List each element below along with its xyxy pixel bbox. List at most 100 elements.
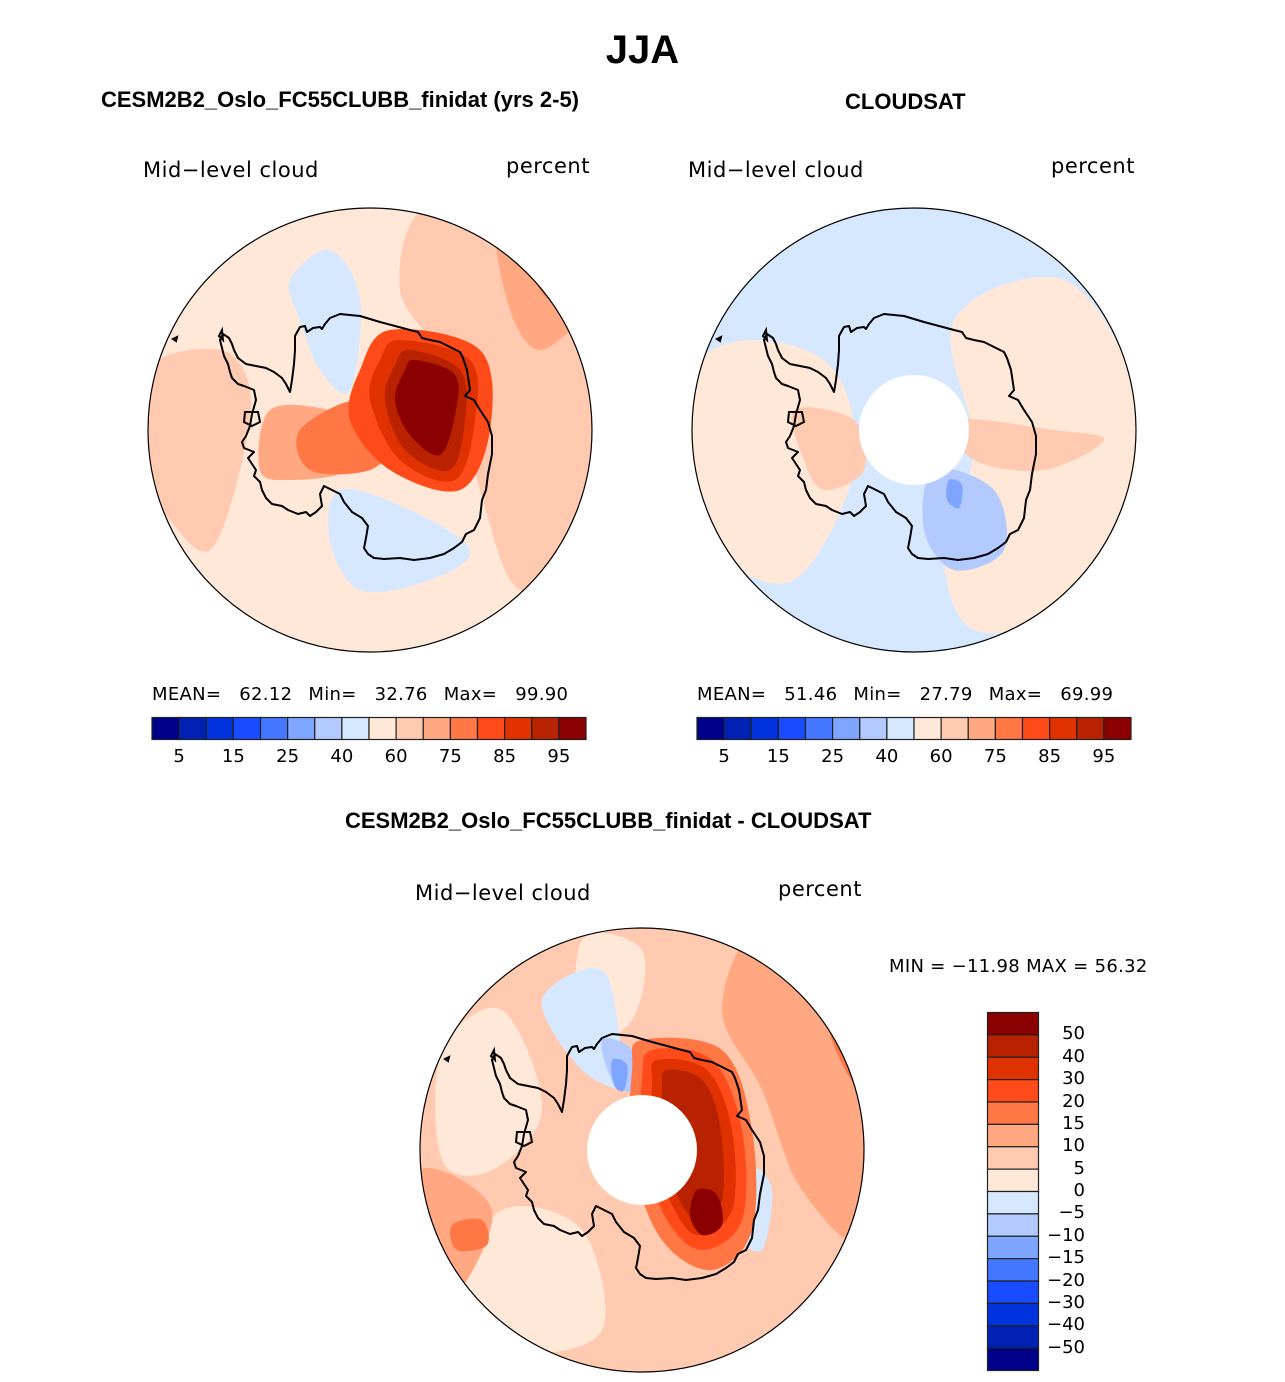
obs-max-value: 69.99: [1060, 684, 1114, 705]
model-units-label: percent: [506, 154, 590, 178]
diff-missing-polar-cap: [587, 1095, 697, 1205]
diff-colorbar-box: [986, 1190, 1040, 1215]
diff-colorbar: [986, 1011, 1040, 1372]
model-stats: MEAN= 62.12 Min= 32.76 Max= 99.90: [152, 684, 568, 705]
obs-colorbar-tick-label: 75: [983, 746, 1007, 767]
diff-contour-region: [435, 1007, 543, 1176]
diff-colorbar-box: [986, 1101, 1040, 1125]
diff-colorbar-box: [986, 1056, 1040, 1081]
model-colorbar-box: [449, 716, 479, 741]
obs-colorbar-tick-label: 60: [929, 746, 953, 767]
obs-contour-region: [692, 340, 857, 584]
diff-panel-title: CESM2B2_Oslo_FC55CLUBB_finidat - CLOUDSA…: [345, 808, 872, 833]
obs-colorbar-box: [696, 716, 725, 741]
obs-contour-region: [912, 220, 956, 320]
obs-min-value: 27.79: [919, 684, 973, 705]
diff-colorbar-box: [986, 1325, 1040, 1349]
model-map: [147, 207, 593, 653]
diff-colorbar-tick-label: 5: [1073, 1157, 1085, 1179]
diff-colorbar-tick-label: −30: [1047, 1291, 1085, 1313]
diff-colorbar-box: [986, 1079, 1040, 1103]
diff-variable-label: Mid−level cloud: [415, 881, 591, 905]
model-contour-region: [394, 359, 459, 456]
diff-island: [443, 1055, 451, 1063]
obs-colorbar-tick-label: 85: [1038, 746, 1062, 767]
model-colorbar-box: [232, 716, 262, 741]
model-variable-label: Mid−level cloud: [143, 158, 319, 182]
obs-colorbar-box: [859, 716, 888, 741]
obs-colorbar-box: [967, 716, 996, 741]
model-mean-label: MEAN=: [152, 684, 222, 705]
obs-stats: MEAN= 51.46 Min= 27.79 Max= 69.99: [697, 684, 1113, 705]
obs-contour-region: [851, 589, 955, 652]
obs-island: [786, 411, 806, 428]
model-colorbar-tick-label: 60: [384, 746, 408, 767]
obs-colorbar-box: [994, 716, 1024, 741]
obs-colorbar: [696, 716, 1132, 741]
obs-colorbar-tick-label: 40: [875, 746, 899, 767]
diff-island: [489, 1046, 497, 1063]
diff-colorbar-box: [986, 1123, 1040, 1148]
obs-colorbar-box: [804, 716, 834, 741]
obs-colorbar-box: [723, 716, 752, 741]
model-colorbar-tick-label: 95: [547, 746, 571, 767]
model-colorbar-box: [368, 716, 397, 741]
model-island: [242, 411, 262, 428]
obs-units-label: percent: [1051, 154, 1135, 178]
diff-colorbar-box: [986, 1146, 1040, 1170]
model-colorbar-box: [314, 716, 343, 741]
model-colorbar-box: [395, 716, 424, 741]
obs-colorbar-tick-label: 15: [766, 746, 790, 767]
obs-contour-region: [922, 468, 1008, 571]
diff-colorbar-tick-label: −40: [1047, 1314, 1085, 1336]
model-panel-title: CESM2B2_Oslo_FC55CLUBB_finidat (yrs 2-5): [101, 87, 580, 112]
obs-contour-region: [791, 407, 867, 491]
diff-colorbar-tick-label: 30: [1062, 1068, 1085, 1090]
figure-title: JJA: [605, 28, 680, 72]
model-colorbar-tick-label: 25: [276, 746, 300, 767]
obs-contour-region: [946, 479, 963, 509]
diff-units-label: percent: [778, 877, 862, 901]
model-colorbar-box: [205, 716, 234, 741]
model-contour-region: [288, 249, 361, 394]
model-coastline: [219, 313, 493, 561]
obs-colorbar-tick-label: 95: [1092, 746, 1116, 767]
model-island: [217, 326, 225, 343]
diff-colorbar-tick-label: −50: [1047, 1336, 1085, 1358]
model-colorbar: [151, 716, 587, 741]
diff-map-boundary: [419, 927, 865, 1373]
model-colorbar-box: [151, 716, 180, 741]
obs-island: [715, 335, 723, 343]
diff-contour-region: [611, 1058, 628, 1092]
model-map-boundary: [147, 207, 593, 653]
diff-contour-region: [450, 1218, 489, 1252]
obs-variable-label: Mid−level cloud: [688, 158, 864, 182]
diff-colorbar-tick-label: −20: [1047, 1269, 1085, 1291]
obs-colorbar-tick-label: 5: [718, 746, 730, 767]
obs-mean-value: 51.46: [784, 684, 838, 705]
diff-field: [420, 928, 864, 1372]
diff-island: [514, 1131, 534, 1148]
obs-coastline: [763, 313, 1037, 561]
model-colorbar-tick-label: 5: [173, 746, 185, 767]
diff-stats: MIN = −11.98 MAX = 56.32: [889, 956, 1148, 977]
diff-colorbar-box: [986, 1258, 1040, 1282]
obs-colorbar-box: [832, 716, 861, 741]
model-colorbar-box: [178, 716, 207, 741]
obs-min-label: Min=: [853, 684, 902, 705]
obs-colorbar-box: [1076, 716, 1105, 741]
obs-colorbar-box: [1021, 716, 1051, 741]
obs-max-label: Max=: [988, 684, 1043, 705]
model-colorbar-box: [341, 716, 370, 741]
obs-contour-region: [949, 418, 1105, 472]
diff-colorbar-box: [986, 1302, 1040, 1327]
obs-colorbar-tick-label: 25: [821, 746, 845, 767]
diff-colorbar-box: [986, 1235, 1040, 1260]
diff-colorbar-tick-label: 0: [1073, 1180, 1085, 1201]
model-min-label: Min=: [308, 684, 357, 705]
diff-colorbar-box: [986, 1213, 1040, 1237]
diff-colorbar-tick-label: 15: [1062, 1112, 1085, 1134]
model-colorbar-box: [531, 716, 560, 741]
model-mean-value: 62.12: [239, 684, 293, 705]
obs-panel-title: CLOUDSAT: [845, 89, 966, 114]
